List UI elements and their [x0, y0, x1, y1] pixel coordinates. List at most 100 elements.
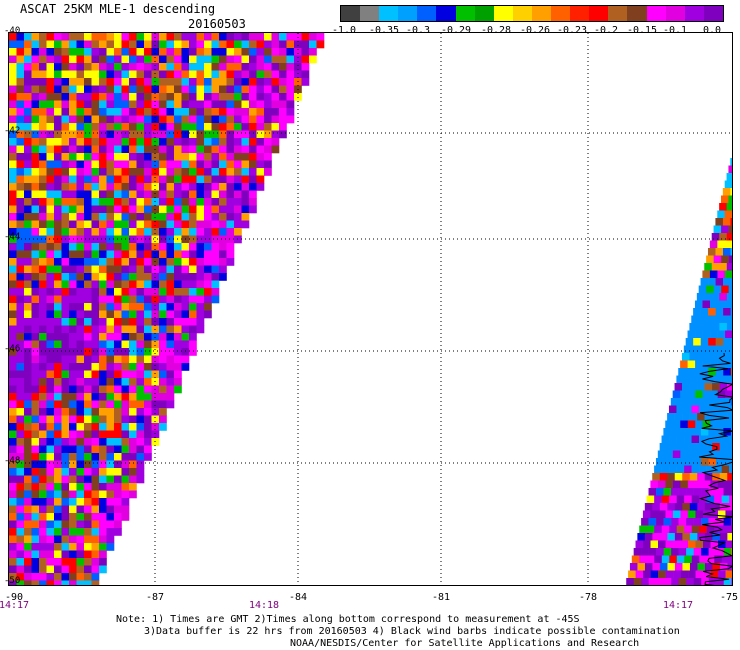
- swath-cell: [31, 235, 40, 244]
- swath-cell: [189, 40, 197, 49]
- swath-cell: [719, 353, 728, 361]
- swath-cell: [159, 295, 167, 304]
- swath-cell: [271, 93, 280, 101]
- swath-cell: [46, 213, 55, 221]
- swath-cell: [211, 85, 220, 94]
- swath-cell: [84, 348, 92, 356]
- swath-cell: [106, 408, 115, 416]
- swath-cell: [219, 190, 227, 199]
- swath-cell: [46, 310, 55, 319]
- swath-cell: [159, 265, 167, 274]
- swath-cell: [174, 340, 182, 349]
- swath-cell: [256, 145, 265, 154]
- swath-cell: [91, 400, 100, 409]
- swath-cell: [159, 370, 167, 379]
- swath-cell: [226, 220, 235, 229]
- swath-cell: [689, 413, 698, 421]
- swath-cell: [226, 160, 235, 169]
- swath-cell: [294, 48, 302, 56]
- swath-cell: [39, 580, 47, 585]
- lon-label: -90: [4, 592, 24, 603]
- swath-cell: [54, 340, 62, 349]
- swath-cell: [714, 465, 722, 474]
- swath-cell: [309, 40, 317, 49]
- swath-cell: [704, 293, 713, 301]
- swath-cell: [31, 220, 40, 229]
- swath-cell: [650, 540, 659, 549]
- swath-cell: [174, 33, 182, 41]
- swath-cell: [696, 323, 705, 331]
- swath-cell: [84, 108, 92, 116]
- swath-cell: [121, 333, 130, 341]
- swath-cell: [286, 85, 295, 94]
- swath-cell: [69, 228, 77, 236]
- swath-cell: [69, 348, 77, 356]
- swath-cell: [174, 355, 182, 364]
- swath-cell: [54, 490, 62, 499]
- swath-cell: [696, 293, 705, 301]
- map-area[interactable]: [8, 32, 733, 586]
- swath-cell: [204, 235, 212, 244]
- swath-cell: [264, 48, 272, 56]
- swath-cell: [84, 153, 92, 161]
- swath-cell: [84, 565, 92, 574]
- swath-cell: [84, 198, 92, 206]
- swath-cell: [99, 78, 107, 86]
- swath-cell: [727, 473, 732, 481]
- swath-cell: [196, 228, 205, 236]
- swath-cell: [166, 355, 175, 364]
- swath-cell: [174, 55, 182, 64]
- swath-cell: [710, 420, 719, 429]
- swath-cell: [16, 528, 25, 536]
- swath-cell: [76, 535, 85, 544]
- swath-cell: [121, 63, 130, 71]
- swath-cell: [76, 528, 85, 536]
- swath-cell: [9, 100, 17, 109]
- swath-cell: [692, 586, 700, 587]
- swath-cell: [264, 138, 272, 146]
- swath-cell: [106, 528, 115, 536]
- swath-cell: [69, 490, 77, 499]
- swath-cell: [16, 408, 25, 416]
- swath-cell: [234, 115, 242, 124]
- swath-cell: [69, 423, 77, 431]
- swath-cell: [665, 540, 674, 549]
- swath-cell: [716, 578, 725, 585]
- swath-cell: [663, 518, 672, 526]
- swath-cell: [54, 318, 62, 326]
- swath-cell: [114, 250, 122, 259]
- swath-cell: [181, 340, 190, 349]
- swath-cell: [69, 198, 77, 206]
- swath-cell: [669, 495, 677, 504]
- swath-cell: [54, 108, 62, 116]
- swath-cell: [31, 550, 40, 559]
- swath-cell: [136, 430, 145, 439]
- swath-cell: [136, 378, 145, 386]
- swath-cell: [695, 390, 703, 399]
- swath-cell: [106, 70, 115, 79]
- map-title: ASCAT 25KM MLE-1 descending: [20, 2, 216, 16]
- swath-cell: [91, 160, 100, 169]
- swath-cell: [226, 175, 235, 184]
- swath-cell: [726, 173, 732, 181]
- swath-cell: [31, 483, 40, 491]
- swath-cell: [46, 108, 55, 116]
- swath-cell: [654, 555, 663, 564]
- swath-cell: [46, 265, 55, 274]
- swath-cell: [91, 153, 100, 161]
- swath-cell: [219, 250, 227, 259]
- swath-cell: [76, 415, 85, 424]
- swath-cell: [99, 543, 107, 551]
- swath-cell: [24, 48, 32, 56]
- swath-cell: [54, 288, 62, 296]
- swath-cell: [46, 460, 55, 469]
- swath-cell: [249, 198, 257, 206]
- swath-cell: [181, 220, 190, 229]
- lat-label: -40: [4, 26, 21, 36]
- swath-cell: [46, 340, 55, 349]
- swath-cell: [174, 168, 182, 176]
- swath-cell: [713, 345, 722, 354]
- swath-cell: [39, 288, 47, 296]
- swath-cell: [16, 100, 25, 109]
- swath-cell: [114, 400, 122, 409]
